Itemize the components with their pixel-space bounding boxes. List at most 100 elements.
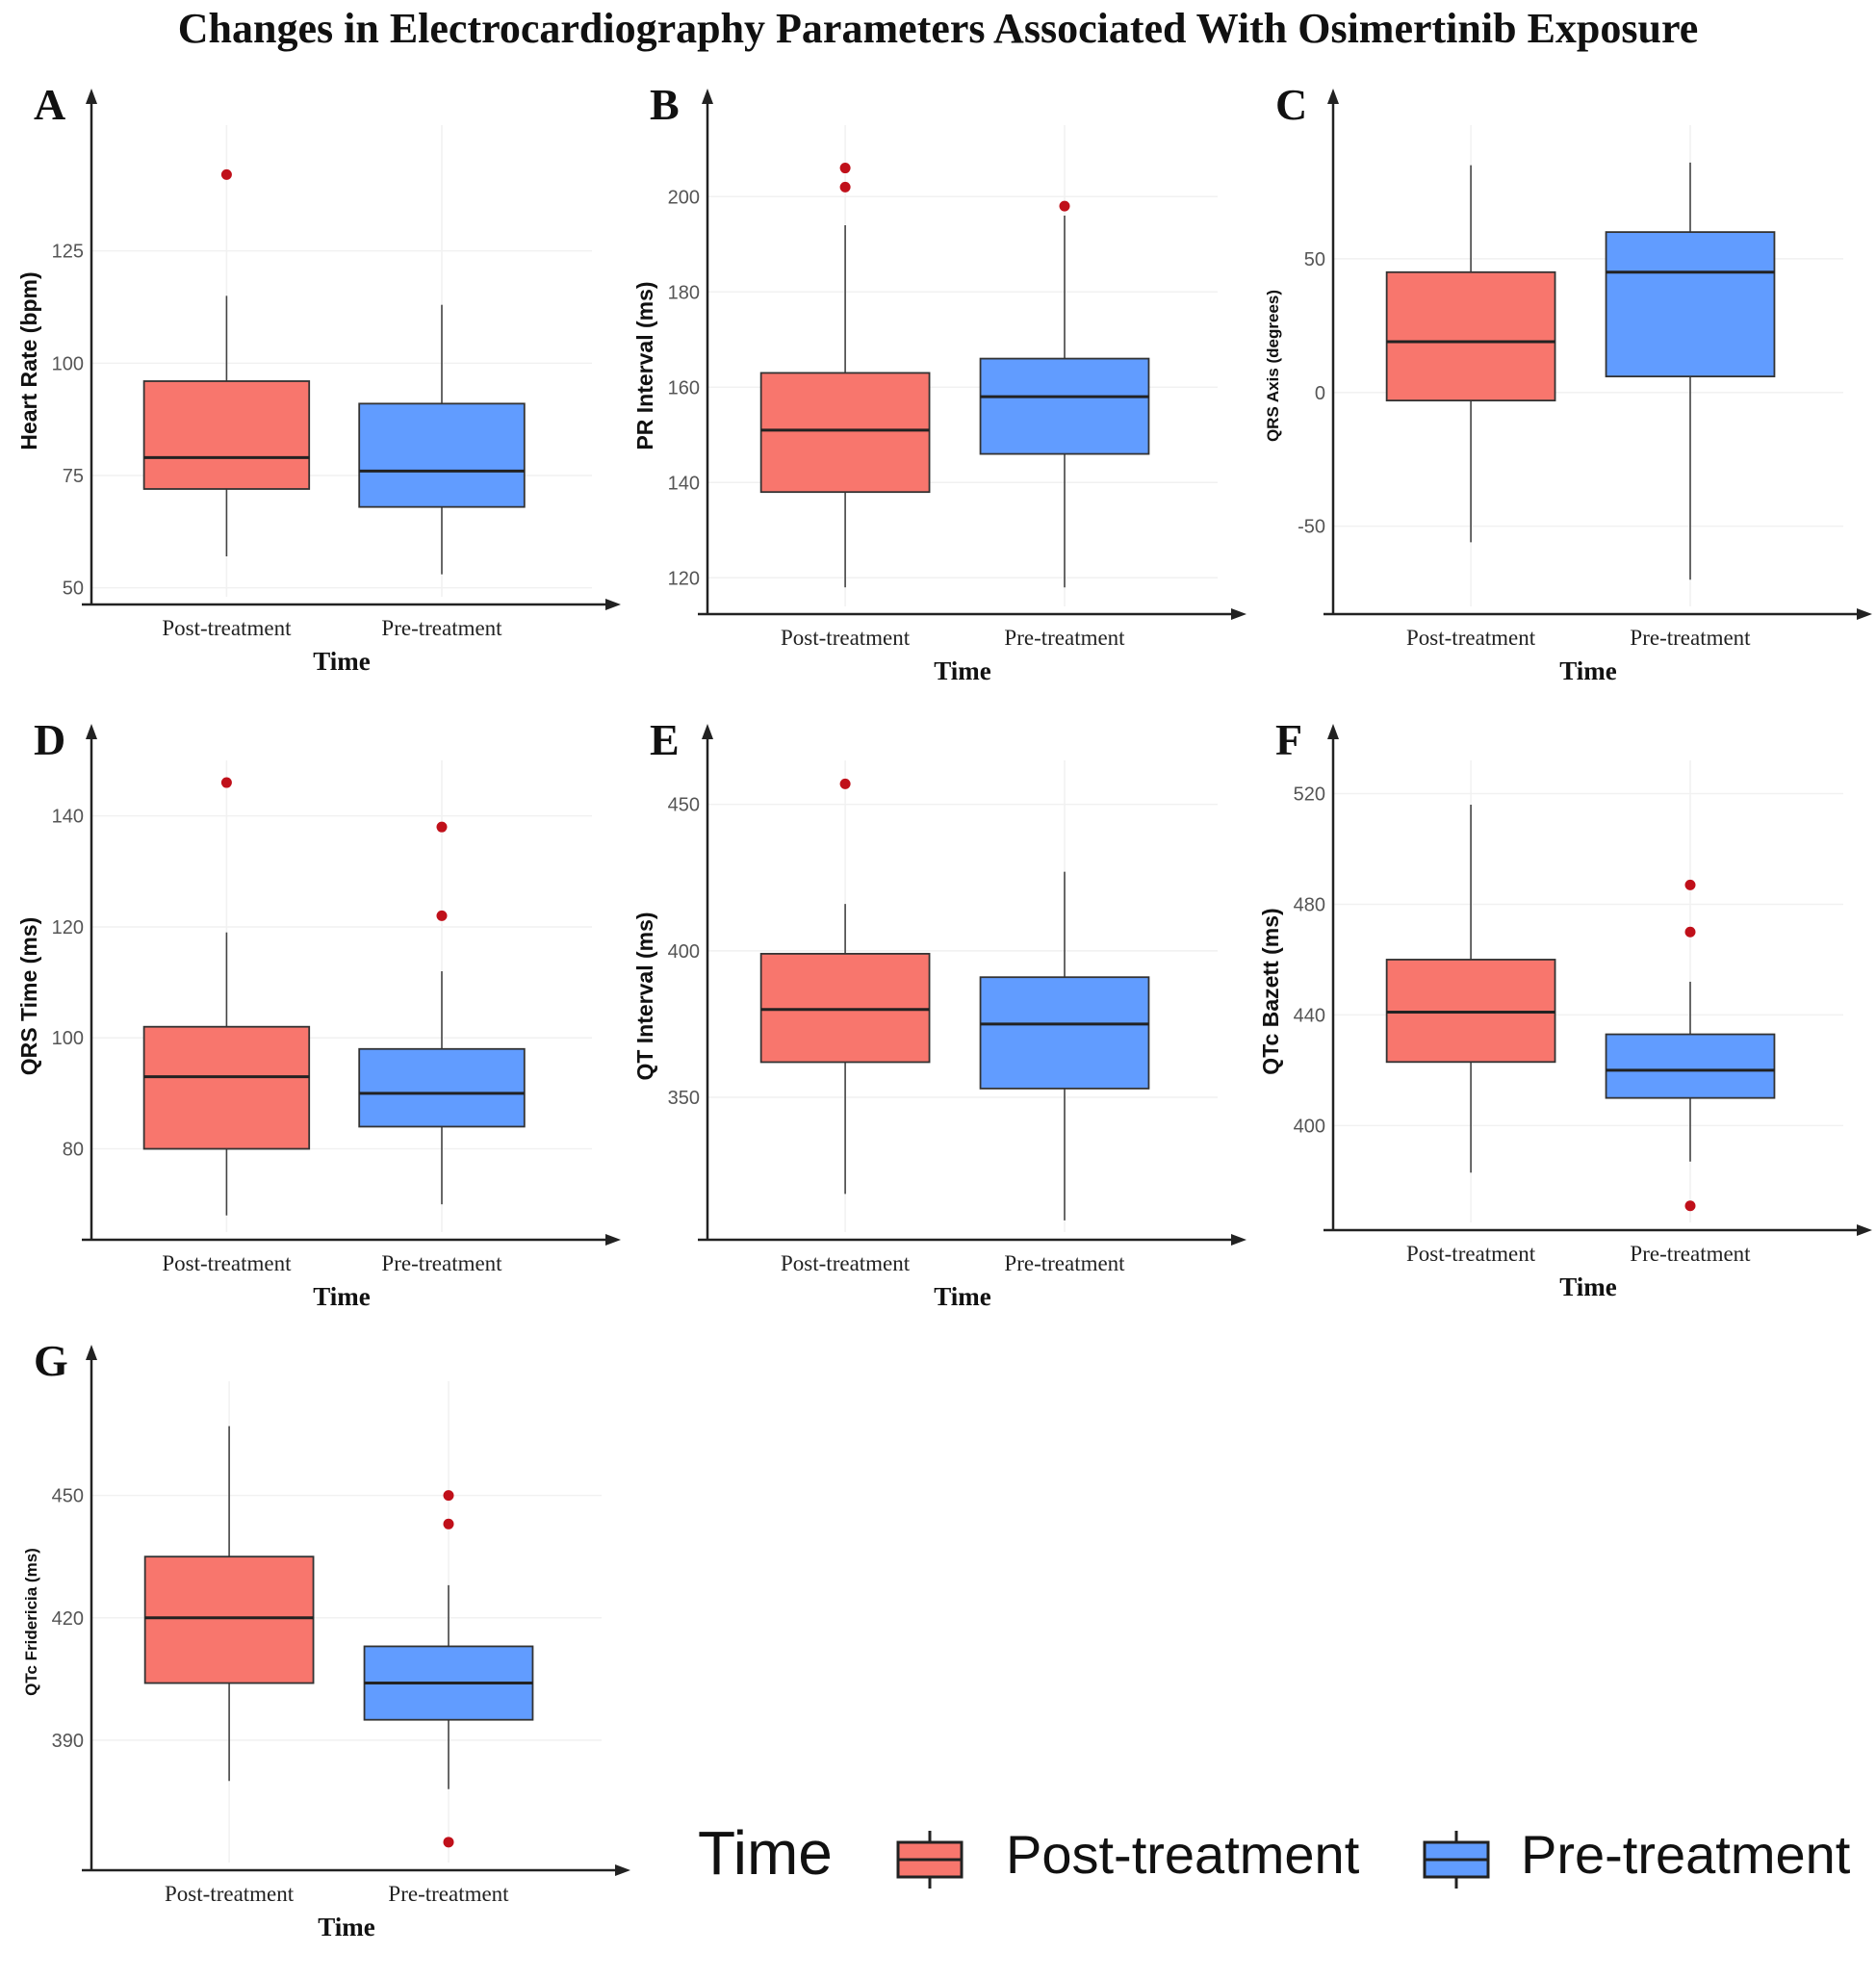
- y-axis-arrow: [1327, 724, 1339, 739]
- x-tick-label: Post-treatment: [1406, 626, 1536, 650]
- y-tick-label: 200: [668, 187, 700, 208]
- x-tick-label: Post-treatment: [781, 626, 911, 650]
- x-tick-label: Pre-treatment: [1004, 1251, 1125, 1275]
- legend: Time Post-treatment Pre-treatment: [698, 1810, 1863, 1906]
- y-tick-label: 400: [1294, 1116, 1325, 1137]
- panel-g: G 390 420 450 Post-treatment Pre-treatment Tim…: [10, 1336, 630, 1968]
- y-tick-label: 80: [63, 1140, 84, 1161]
- outlier-point: [443, 1490, 454, 1502]
- outlier-point: [1684, 879, 1696, 890]
- outlier-point: [1684, 926, 1696, 938]
- outlier-point: [1059, 200, 1070, 212]
- panel-label: F: [1275, 715, 1303, 764]
- panel-d: D 80 100 120 140 Post-treatment Pre-treatment T…: [10, 715, 621, 1338]
- y-tick-label: 50: [1304, 249, 1325, 270]
- y-axis-title: QTc Bazett (ms): [1258, 908, 1283, 1074]
- x-axis-arrow: [1857, 1224, 1872, 1236]
- y-axis-title: QTc Fridericia (ms): [22, 1548, 40, 1696]
- y-axis-arrow: [702, 89, 713, 104]
- x-axis-title: Time: [1559, 656, 1617, 685]
- y-tick-label: 450: [668, 795, 700, 816]
- y-tick-label: 180: [668, 282, 700, 303]
- x-axis-title: Time: [313, 647, 371, 676]
- x-axis-arrow: [1231, 1234, 1246, 1246]
- outlier-point: [220, 168, 232, 180]
- y-axis-title: Heart Rate (bpm): [16, 271, 41, 450]
- y-axis-arrow: [702, 724, 713, 739]
- legend-key-post: [896, 1831, 964, 1889]
- legend-key-pre: [1423, 1831, 1490, 1889]
- x-axis-title: Time: [313, 1282, 371, 1311]
- y-tick-label: 480: [1294, 894, 1325, 915]
- x-axis-title: Time: [318, 1913, 375, 1941]
- x-axis-arrow: [1231, 608, 1246, 620]
- y-tick-label: 160: [668, 377, 700, 398]
- x-tick-label: Pre-treatment: [388, 1882, 509, 1906]
- x-tick-label: Post-treatment: [165, 1882, 295, 1906]
- x-axis-title: Time: [934, 656, 991, 685]
- box-plot: 400 440 480 520 Post-treatment Pre-treatment T…: [1258, 724, 1872, 1301]
- x-tick-label: Post-treatment: [1406, 1242, 1536, 1266]
- box-post: [1385, 270, 1556, 402]
- y-tick-label: 350: [668, 1088, 700, 1109]
- panel-label: C: [1275, 80, 1308, 129]
- y-tick-label: 140: [52, 807, 84, 828]
- y-tick-label: 120: [668, 568, 700, 589]
- y-axis-arrow: [1327, 89, 1339, 104]
- panel-label: G: [34, 1336, 68, 1385]
- y-tick-label: 440: [1294, 1005, 1325, 1026]
- outlier-point: [839, 163, 851, 174]
- box-plot: 350 400 450 Post-treatment Pre-treatment Time…: [632, 724, 1246, 1311]
- outlier-point: [839, 181, 851, 193]
- panel-label: B: [650, 80, 680, 129]
- box-pre: [358, 402, 526, 508]
- outlier-point: [839, 778, 851, 789]
- box-plot: 390 420 450 Post-treatment Pre-treatment Time…: [22, 1345, 630, 1941]
- box-post: [142, 1025, 311, 1150]
- box-pre: [979, 976, 1150, 1090]
- y-axis-title: QT Interval (ms): [632, 912, 657, 1080]
- y-tick-label: 520: [1294, 784, 1325, 805]
- panel-b: B 120 140 160 180 200 Post-treatment Pre-treatm…: [626, 80, 1246, 712]
- y-axis-title: PR Interval (ms): [632, 281, 657, 450]
- box-plot: 120 140 160 180 200 Post-treatment Pre-treatme…: [632, 89, 1246, 685]
- outlier-point: [1684, 1200, 1696, 1212]
- legend-title: Time: [698, 1818, 833, 1888]
- outlier-point: [436, 910, 448, 921]
- box-post: [143, 1555, 315, 1684]
- y-tick-label: 400: [668, 941, 700, 963]
- x-axis-title: Time: [1559, 1272, 1617, 1301]
- y-tick-label: 140: [668, 473, 700, 494]
- x-axis-title: Time: [934, 1282, 991, 1311]
- x-axis-arrow: [1857, 608, 1872, 620]
- box-pre: [358, 1047, 526, 1128]
- y-tick-label: 390: [52, 1731, 84, 1752]
- x-tick-label: Post-treatment: [162, 616, 292, 640]
- y-tick-label: 125: [52, 242, 84, 263]
- x-tick-label: Pre-treatment: [381, 616, 502, 640]
- box-post: [759, 372, 931, 494]
- outlier-point: [220, 777, 232, 788]
- x-axis-arrow: [615, 1864, 630, 1876]
- y-tick-label: 50: [63, 578, 84, 600]
- y-tick-label: 120: [52, 917, 84, 938]
- y-axis-arrow: [86, 89, 97, 104]
- x-axis-arrow: [605, 1234, 621, 1246]
- x-tick-label: Pre-treatment: [381, 1251, 502, 1275]
- x-tick-label: Pre-treatment: [1630, 1242, 1751, 1266]
- x-tick-label: Pre-treatment: [1630, 626, 1751, 650]
- panel-a: A 50 75 100 125 Post-treatment Pre-treatment Ti…: [10, 80, 621, 703]
- outlier-point: [443, 1518, 454, 1529]
- y-tick-label: 100: [52, 353, 84, 374]
- legend-label-pre: Pre-treatment: [1521, 1824, 1851, 1885]
- box-pre: [1605, 1033, 1776, 1099]
- panel-label: E: [650, 715, 680, 764]
- panel-label: A: [34, 80, 66, 129]
- panel-e: E 350 400 450 Post-treatment Pre-treatment Tim…: [626, 715, 1246, 1338]
- panel-f: F 400 440 480 520 Post-treatment Pre-treatment…: [1251, 715, 1872, 1328]
- x-tick-label: Post-treatment: [162, 1251, 292, 1275]
- box-plot: -50 0 50 Post-treatment Pre-treatment Time QRS…: [1264, 89, 1872, 685]
- outlier-point: [443, 1837, 454, 1848]
- x-axis-arrow: [605, 599, 621, 610]
- y-tick-label: 0: [1315, 383, 1325, 404]
